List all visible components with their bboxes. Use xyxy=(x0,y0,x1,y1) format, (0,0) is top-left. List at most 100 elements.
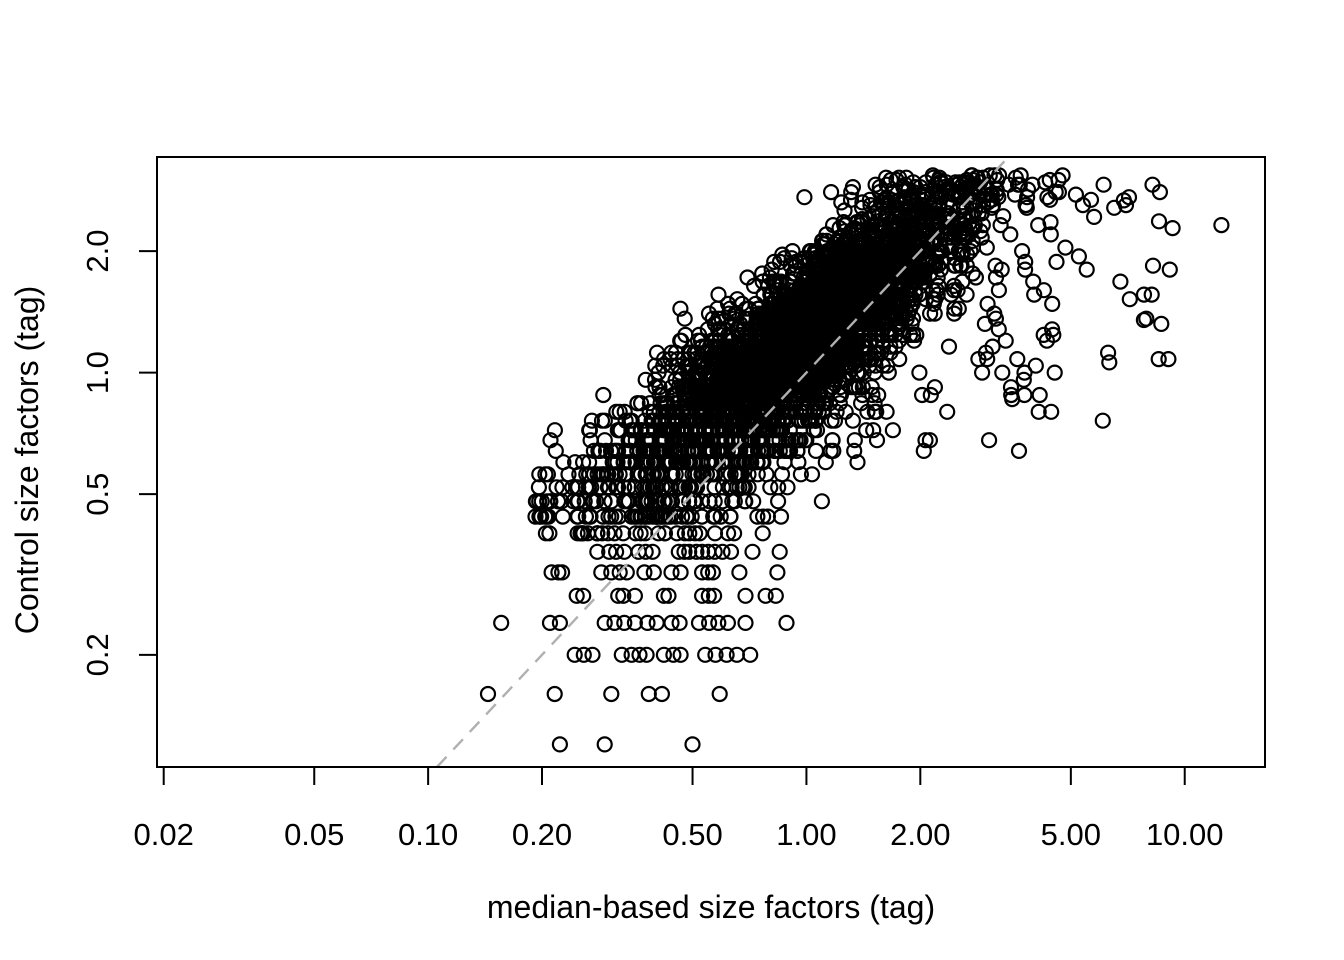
data-point xyxy=(615,454,632,471)
data-point xyxy=(606,442,624,459)
data-point xyxy=(743,371,760,388)
data-point-low-band xyxy=(568,587,585,604)
data-point-low-band xyxy=(744,543,761,560)
data-point xyxy=(1153,315,1170,332)
data-point xyxy=(694,432,711,449)
data-point xyxy=(743,326,761,343)
data-point xyxy=(1048,253,1065,270)
data-point-low-band xyxy=(719,614,737,632)
data-point xyxy=(833,194,850,211)
data-point xyxy=(754,273,771,290)
data-point xyxy=(1016,386,1033,404)
data-point xyxy=(1044,295,1061,312)
data-point xyxy=(599,525,617,542)
data-point xyxy=(895,326,912,343)
data-point xyxy=(722,422,739,439)
data-point xyxy=(647,357,664,374)
data-point xyxy=(762,479,779,496)
identity-dashed-line xyxy=(436,156,1010,768)
data-point-low-band xyxy=(706,543,723,560)
data-point xyxy=(597,442,615,459)
data-point xyxy=(1042,226,1059,243)
data-point xyxy=(721,300,739,317)
data-point xyxy=(754,265,771,282)
data-point-low-band xyxy=(644,543,661,560)
data-point xyxy=(794,300,812,317)
data-point-low-band xyxy=(722,543,740,560)
data-point xyxy=(582,508,599,525)
data-point-low-band xyxy=(626,587,644,604)
data-point xyxy=(609,479,627,496)
data-point xyxy=(821,295,839,312)
data-point xyxy=(627,525,644,542)
data-point xyxy=(697,364,714,381)
data-point xyxy=(1041,191,1059,208)
data-point xyxy=(735,479,752,496)
data-point xyxy=(751,315,768,332)
data-point xyxy=(824,217,842,234)
data-point xyxy=(659,395,676,412)
data-point xyxy=(907,179,924,196)
data-point xyxy=(792,466,810,483)
data-point xyxy=(898,226,915,243)
data-point xyxy=(725,371,743,388)
data-point xyxy=(779,479,796,496)
data-point xyxy=(949,282,966,299)
data-point-outlier xyxy=(1070,248,1088,265)
data-point xyxy=(1095,176,1112,193)
data-point-low-band xyxy=(707,646,724,663)
data-point-low-band xyxy=(575,587,592,604)
data-point xyxy=(1057,239,1074,256)
data-points-layer xyxy=(479,167,1230,753)
data-point xyxy=(934,223,952,240)
data-point xyxy=(987,257,1004,274)
data-point xyxy=(754,508,772,525)
data-point xyxy=(867,403,885,420)
data-point-low-band xyxy=(493,614,510,632)
data-point xyxy=(643,466,660,483)
data-point xyxy=(866,205,883,222)
data-point xyxy=(931,169,948,186)
data-point xyxy=(1039,189,1056,206)
y-tick-label: 0.5 xyxy=(80,473,115,516)
data-point xyxy=(779,344,797,361)
data-point-low-band xyxy=(688,543,705,560)
data-point xyxy=(915,442,932,459)
data-point xyxy=(950,243,967,260)
data-point xyxy=(706,508,724,525)
data-point xyxy=(706,493,723,510)
data-point xyxy=(994,364,1011,381)
data-point xyxy=(818,338,835,355)
data-point-low-band xyxy=(543,564,560,581)
data-point-low-band xyxy=(705,587,723,604)
data-point xyxy=(1074,197,1092,214)
data-point xyxy=(581,422,599,439)
data-point xyxy=(787,403,805,420)
data-point xyxy=(1161,261,1178,278)
data-point xyxy=(916,243,934,260)
data-point xyxy=(712,508,729,525)
data-point xyxy=(692,454,709,471)
data-point xyxy=(902,273,919,290)
data-point xyxy=(681,412,699,429)
data-point xyxy=(794,364,811,381)
data-point-low-band xyxy=(606,614,623,632)
data-point-low-band xyxy=(728,646,746,663)
data-point xyxy=(889,199,906,216)
data-point xyxy=(876,223,894,240)
data-point xyxy=(1120,189,1138,206)
data-point xyxy=(652,508,670,525)
data-point xyxy=(682,432,700,449)
data-point xyxy=(676,395,694,412)
data-point xyxy=(604,454,622,471)
data-point xyxy=(779,295,797,312)
data-point xyxy=(706,479,723,496)
data-point xyxy=(940,338,958,355)
data-point xyxy=(853,223,871,240)
data-point-low-band xyxy=(690,614,708,632)
data-point xyxy=(832,229,849,246)
data-point-low-band xyxy=(711,685,728,703)
data-point xyxy=(658,454,675,471)
data-point-low-band xyxy=(546,685,563,703)
data-point xyxy=(1106,199,1123,216)
